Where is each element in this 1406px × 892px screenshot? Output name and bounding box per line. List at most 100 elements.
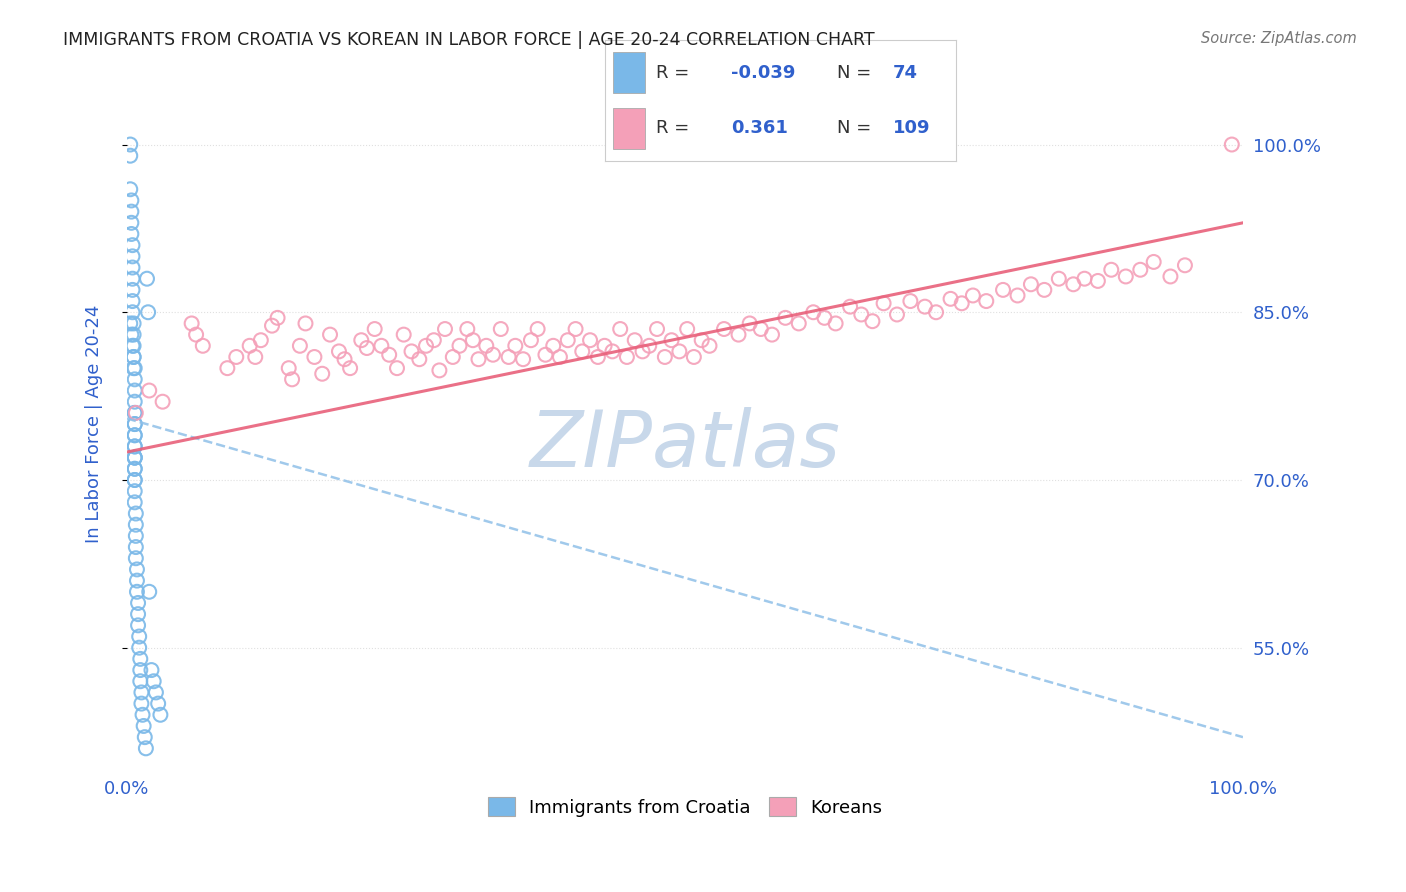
Point bbox=[124, 417, 146, 431]
Point bbox=[654, 350, 676, 364]
Point bbox=[121, 339, 143, 353]
Point bbox=[557, 333, 579, 347]
Point bbox=[564, 322, 586, 336]
Point bbox=[120, 204, 142, 219]
Point bbox=[294, 317, 316, 331]
Point bbox=[498, 350, 520, 364]
Point bbox=[131, 707, 153, 722]
Point bbox=[152, 394, 174, 409]
Point bbox=[415, 339, 437, 353]
Point bbox=[378, 348, 401, 362]
Point bbox=[129, 663, 152, 677]
Point bbox=[886, 308, 908, 322]
Point bbox=[120, 182, 142, 196]
Point bbox=[304, 350, 326, 364]
Point bbox=[135, 741, 157, 756]
Point bbox=[132, 719, 155, 733]
Point bbox=[136, 305, 159, 319]
Point bbox=[761, 327, 783, 342]
Point bbox=[124, 406, 146, 420]
Point bbox=[489, 322, 512, 336]
Point bbox=[429, 363, 451, 377]
Point bbox=[124, 462, 146, 476]
Point bbox=[121, 249, 143, 263]
Point bbox=[124, 450, 146, 465]
Point bbox=[1129, 262, 1152, 277]
Point bbox=[1073, 271, 1095, 285]
Point bbox=[1007, 288, 1029, 302]
Point bbox=[121, 305, 143, 319]
Point bbox=[1099, 262, 1122, 277]
Point bbox=[311, 367, 333, 381]
Point bbox=[125, 507, 148, 521]
Point bbox=[191, 339, 214, 353]
Point bbox=[392, 327, 415, 342]
Point bbox=[122, 317, 145, 331]
Point bbox=[122, 361, 145, 376]
Point bbox=[124, 361, 146, 376]
Point bbox=[217, 361, 239, 376]
Point bbox=[145, 685, 167, 699]
Point bbox=[122, 350, 145, 364]
Point bbox=[520, 333, 543, 347]
Point bbox=[738, 317, 761, 331]
Point bbox=[225, 350, 247, 364]
Point bbox=[683, 350, 706, 364]
Point bbox=[1062, 277, 1084, 292]
Point bbox=[124, 406, 146, 420]
Text: Source: ZipAtlas.com: Source: ZipAtlas.com bbox=[1201, 31, 1357, 46]
Text: R =: R = bbox=[655, 63, 689, 82]
Point bbox=[690, 333, 713, 347]
Point bbox=[631, 344, 654, 359]
Point bbox=[813, 310, 835, 325]
Point bbox=[124, 394, 146, 409]
Point bbox=[727, 327, 749, 342]
Point bbox=[512, 352, 534, 367]
Point bbox=[423, 333, 446, 347]
Point bbox=[125, 517, 148, 532]
Point bbox=[962, 288, 984, 302]
Point bbox=[456, 322, 478, 336]
Point bbox=[127, 596, 149, 610]
Point bbox=[125, 406, 148, 420]
Point bbox=[638, 339, 661, 353]
Point bbox=[548, 350, 571, 364]
Point bbox=[1174, 258, 1197, 272]
Point bbox=[824, 317, 846, 331]
Point bbox=[121, 238, 143, 252]
Point bbox=[356, 341, 378, 355]
Point bbox=[125, 540, 148, 554]
Point bbox=[991, 283, 1014, 297]
Point bbox=[142, 674, 165, 689]
Point bbox=[872, 296, 894, 310]
Point bbox=[125, 584, 148, 599]
Point bbox=[122, 350, 145, 364]
Point bbox=[579, 333, 602, 347]
Point bbox=[124, 372, 146, 386]
Point bbox=[127, 607, 149, 622]
Point bbox=[124, 384, 146, 398]
Point bbox=[245, 350, 267, 364]
Legend: Immigrants from Croatia, Koreans: Immigrants from Croatia, Koreans bbox=[481, 790, 890, 824]
Point bbox=[124, 428, 146, 442]
Point bbox=[120, 216, 142, 230]
Point bbox=[339, 361, 361, 376]
Text: 74: 74 bbox=[893, 63, 918, 82]
Point bbox=[136, 271, 159, 285]
Point bbox=[120, 227, 142, 241]
Point bbox=[288, 339, 311, 353]
Point bbox=[319, 327, 342, 342]
Point bbox=[120, 327, 142, 342]
Point bbox=[124, 450, 146, 465]
Point bbox=[128, 630, 150, 644]
Text: 0.361: 0.361 bbox=[731, 119, 787, 137]
Point bbox=[124, 473, 146, 487]
Point bbox=[138, 384, 160, 398]
Point bbox=[713, 322, 735, 336]
Point bbox=[370, 339, 392, 353]
Point bbox=[586, 350, 609, 364]
Point bbox=[645, 322, 668, 336]
Point bbox=[749, 322, 772, 336]
Point bbox=[124, 462, 146, 476]
Point bbox=[120, 137, 142, 152]
